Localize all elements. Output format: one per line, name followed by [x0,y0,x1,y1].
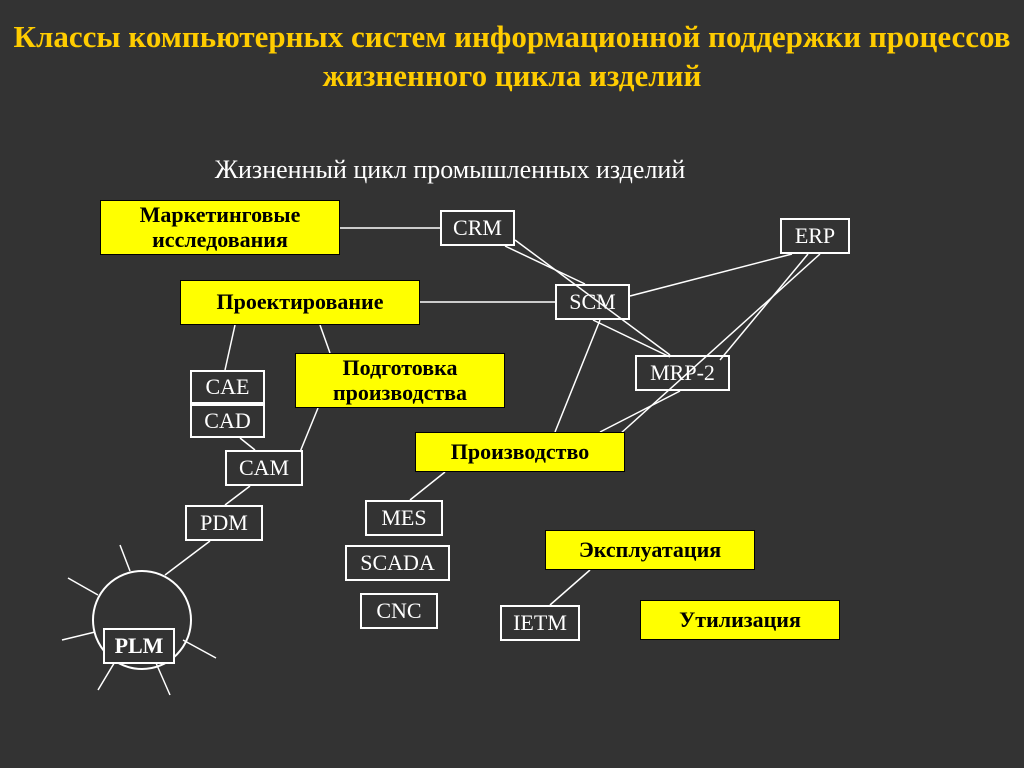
node-crm: CRM [440,210,515,246]
node-mes: MES [365,500,443,536]
stage-pre-production: Подготовка производства [295,353,505,408]
slide-subtitle: Жизненный цикл промышленных изделий [150,155,750,185]
stage-production: Производство [415,432,625,472]
stage-design: Проектирование [180,280,420,325]
node-ietm: IETM [500,605,580,641]
slide-title: Классы компьютерных систем информационно… [0,18,1024,96]
node-cad: CAD [190,404,265,438]
node-scm: SCM [555,284,630,320]
node-cae: CAE [190,370,265,404]
node-cam: CAM [225,450,303,486]
node-scada: SCADA [345,545,450,581]
node-mrp2: MRP-2 [635,355,730,391]
node-erp: ERP [780,218,850,254]
stage-operation: Эксплуатация [545,530,755,570]
node-cnc: CNC [360,593,438,629]
node-plm: PLM [103,628,175,664]
stage-marketing: Маркетинговые исследования [100,200,340,255]
stage-disposal: Утилизация [640,600,840,640]
node-pdm: PDM [185,505,263,541]
